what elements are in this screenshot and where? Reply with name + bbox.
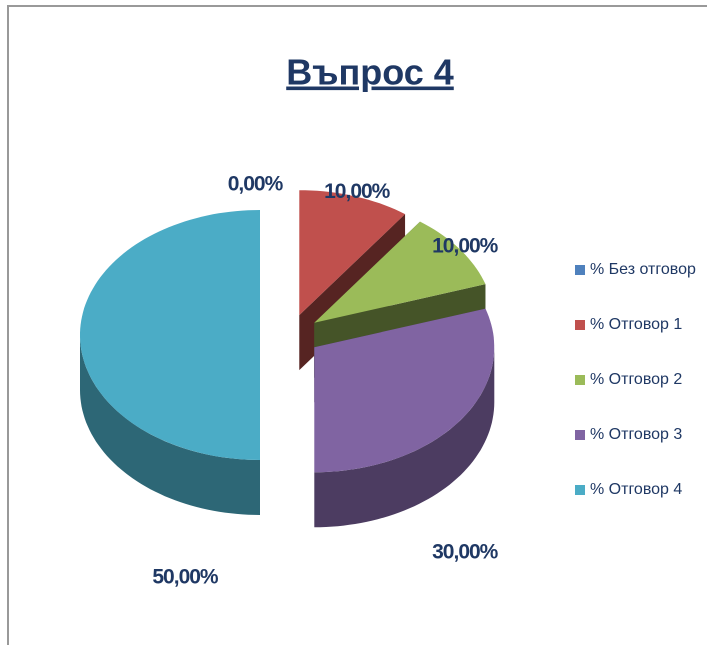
- legend-swatch: [575, 430, 585, 440]
- chart-title: Въпрос 4: [286, 52, 454, 93]
- data-label: 10,00%: [324, 180, 391, 203]
- slice-side: [314, 347, 495, 528]
- legend-label: % Отговор 2: [590, 371, 682, 388]
- legend-swatch: [575, 320, 585, 330]
- data-label: 30,00%: [432, 541, 499, 564]
- slice: [314, 221, 486, 323]
- legend-label: % Отговор 4: [590, 481, 682, 498]
- slice: [80, 210, 260, 460]
- legend-label: % Отговор 1: [590, 316, 682, 333]
- slice: [299, 190, 406, 316]
- slice-side: [80, 335, 260, 515]
- data-label: 10,00%: [432, 234, 499, 257]
- data-label: 0,00%: [228, 173, 284, 196]
- legend-label: % Отговор 3: [590, 426, 682, 443]
- slice: [314, 308, 495, 473]
- legend-swatch: [575, 265, 585, 275]
- data-label: 50,00%: [152, 566, 219, 589]
- legend-swatch: [575, 485, 585, 495]
- legend-label: % Без отговор: [590, 261, 696, 278]
- legend-swatch: [575, 375, 585, 385]
